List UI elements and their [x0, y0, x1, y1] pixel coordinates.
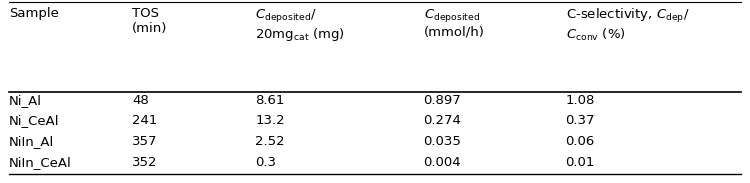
Text: 8.61: 8.61 — [256, 94, 285, 107]
Text: $C_{\mathrm{deposited}}$
(mmol/h): $C_{\mathrm{deposited}}$ (mmol/h) — [424, 7, 484, 39]
Text: 0.274: 0.274 — [424, 114, 461, 127]
Text: 2.52: 2.52 — [256, 135, 285, 148]
Text: TOS
(min): TOS (min) — [132, 7, 167, 35]
Text: 13.2: 13.2 — [256, 114, 285, 127]
Text: 0.01: 0.01 — [566, 156, 595, 169]
Text: 0.004: 0.004 — [424, 156, 461, 169]
Text: 352: 352 — [132, 156, 158, 169]
Text: 241: 241 — [132, 114, 158, 127]
Text: 0.37: 0.37 — [566, 114, 595, 127]
Text: 357: 357 — [132, 135, 158, 148]
Text: NiIn_Al: NiIn_Al — [9, 135, 54, 148]
Text: NiIn_CeAl: NiIn_CeAl — [9, 156, 71, 169]
Text: Ni_Al: Ni_Al — [9, 94, 42, 107]
Text: 0.06: 0.06 — [566, 135, 595, 148]
Text: 0.035: 0.035 — [424, 135, 461, 148]
Text: 1.08: 1.08 — [566, 94, 595, 107]
Text: $C_{\mathrm{deposited}}$/
20mg$_{\mathrm{cat}}$ (mg): $C_{\mathrm{deposited}}$/ 20mg$_{\mathrm… — [256, 7, 345, 43]
Text: 48: 48 — [132, 94, 149, 107]
Text: C-selectivity, $C_{\mathrm{dep}}$/
$C_{\mathrm{conv}}$ (%): C-selectivity, $C_{\mathrm{dep}}$/ $C_{\… — [566, 7, 689, 43]
Text: Sample: Sample — [9, 7, 58, 20]
Text: 0.897: 0.897 — [424, 94, 461, 107]
Text: 0.3: 0.3 — [256, 156, 277, 169]
Text: Ni_CeAl: Ni_CeAl — [9, 114, 59, 127]
